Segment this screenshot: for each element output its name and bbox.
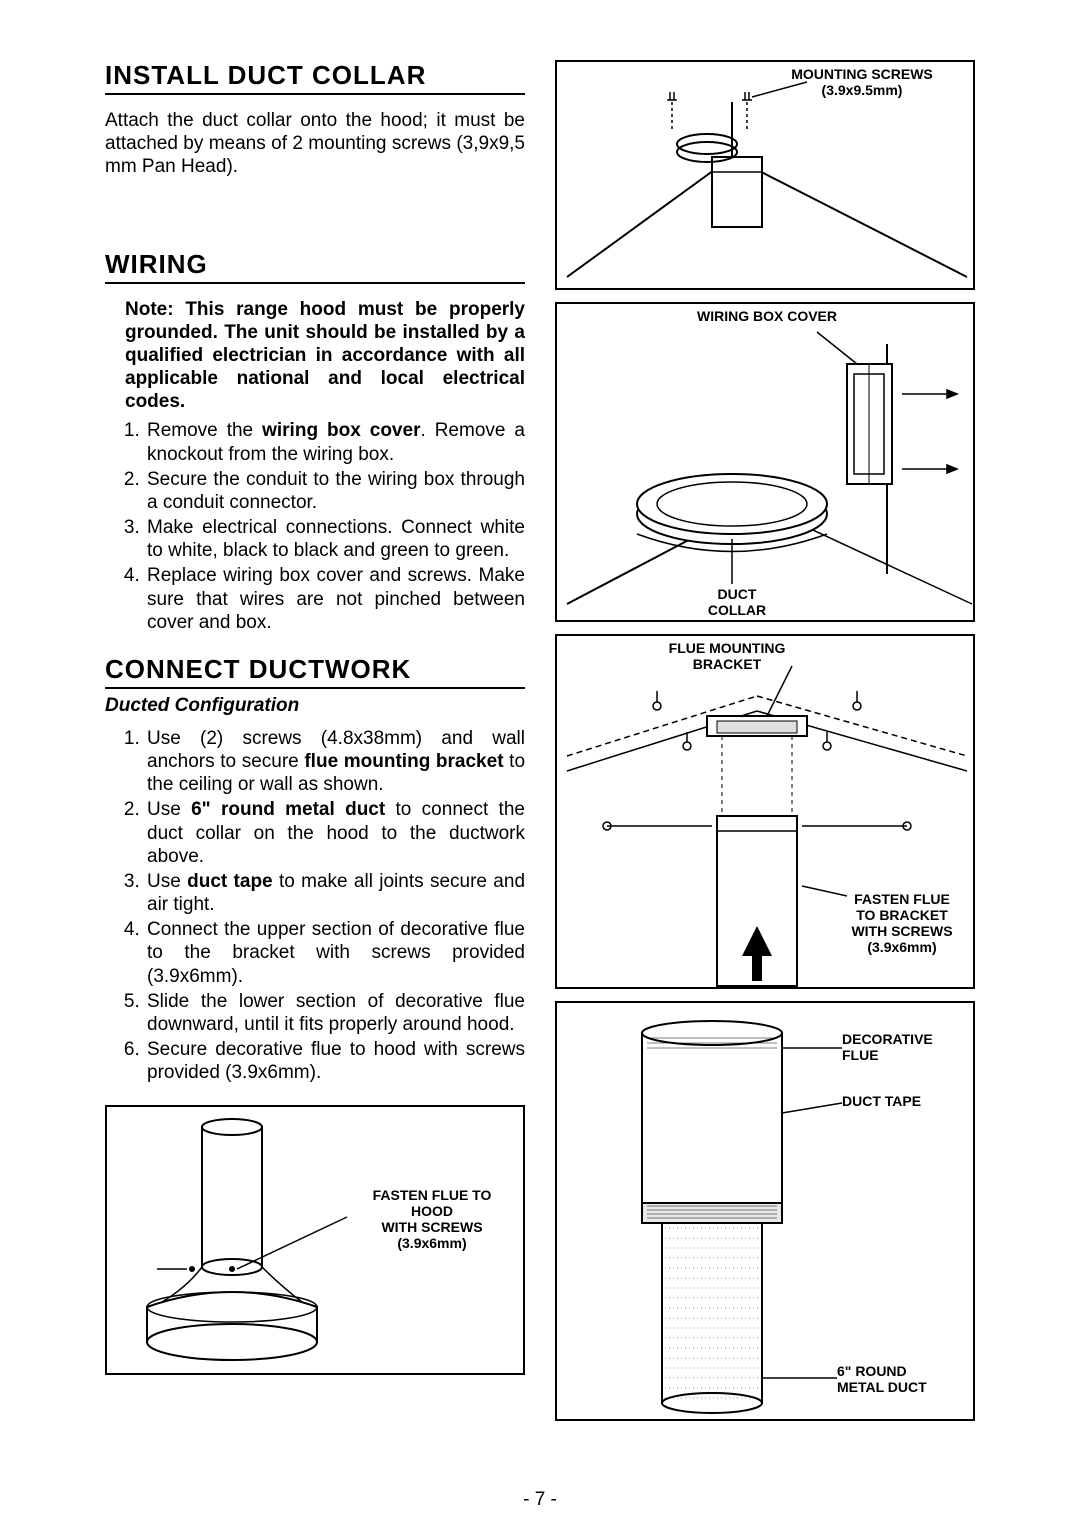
- connect-ductwork-steps: Use (2) screws (4.8x38mm) and wall ancho…: [105, 727, 525, 1085]
- install-duct-collar-heading: INSTALL DUCT COLLAR: [105, 60, 525, 95]
- wiring-step: Remove the wiring box cover. Remove a kn…: [145, 419, 525, 465]
- ductwork-step: Secure decorative flue to hood with scre…: [145, 1038, 525, 1084]
- left-column: INSTALL DUCT COLLAR Attach the duct coll…: [105, 60, 525, 1421]
- figure-flue-bracket-caption-top: FLUE MOUNTINGBRACKET: [647, 640, 807, 672]
- wiring-note: Note: This range hood must be properly g…: [105, 298, 525, 414]
- ductwork-step: Use duct tape to make all joints secure …: [145, 870, 525, 916]
- figure-wiring-box-caption-top: WIRING BOX COVER: [667, 308, 867, 324]
- ductwork-step: Use 6" round metal duct to connect the d…: [145, 798, 525, 868]
- install-duct-collar-body: Attach the duct collar onto the hood; it…: [105, 109, 525, 179]
- wiring-heading: WIRING: [105, 249, 525, 284]
- decorative-flue-illustration: [557, 1003, 977, 1423]
- figure-flue-bracket-caption-side: FASTEN FLUETO BRACKETWITH SCREWS(3.9x6mm…: [832, 891, 972, 955]
- figure-hood-flue-caption: FASTEN FLUE TOHOODWITH SCREWS(3.9x6mm): [352, 1187, 512, 1251]
- figure-duct-collar-caption: DUCTCOLLAR: [687, 586, 787, 618]
- figure-wiring-box: WIRING BOX COVER DUCTCOLLAR: [555, 302, 975, 622]
- ductwork-step: Slide the lower section of decorative fl…: [145, 990, 525, 1036]
- wiring-step: Replace wiring box cover and screws. Mak…: [145, 564, 525, 634]
- page: INSTALL DUCT COLLAR Attach the duct coll…: [105, 60, 985, 1421]
- figure-hood-flue: FASTEN FLUE TOHOODWITH SCREWS(3.9x6mm): [105, 1105, 525, 1375]
- right-column: MOUNTING SCREWS(3.9x9.5mm): [555, 60, 975, 1421]
- figure-decorative-flue-caption: DECORATIVEFLUE: [842, 1031, 972, 1063]
- wiring-step: Secure the conduit to the wiring box thr…: [145, 468, 525, 514]
- figure-mounting-screws-caption: MOUNTING SCREWS(3.9x9.5mm): [757, 66, 967, 98]
- figure-round-metal-duct-caption: 6" ROUNDMETAL DUCT: [837, 1363, 967, 1395]
- wiring-box-illustration: [557, 304, 977, 624]
- ducted-config-subhead: Ducted Configuration: [105, 695, 525, 717]
- figure-decorative-flue: DECORATIVEFLUE DUCT TAPE 6" ROUNDMETAL D…: [555, 1001, 975, 1421]
- ductwork-step: Connect the upper section of decorative …: [145, 918, 525, 988]
- wiring-step: Make electrical connections. Connect whi…: [145, 516, 525, 562]
- ductwork-step: Use (2) screws (4.8x38mm) and wall ancho…: [145, 727, 525, 797]
- wiring-steps: Remove the wiring box cover. Remove a kn…: [105, 419, 525, 634]
- figure-flue-bracket: FLUE MOUNTINGBRACKET FASTEN FLUETO BRACK…: [555, 634, 975, 989]
- connect-ductwork-heading: CONNECT DUCTWORK: [105, 654, 525, 689]
- figure-mounting-screws: MOUNTING SCREWS(3.9x9.5mm): [555, 60, 975, 290]
- page-number: - 7 -: [0, 1489, 1080, 1511]
- figure-duct-tape-caption: DUCT TAPE: [842, 1093, 972, 1109]
